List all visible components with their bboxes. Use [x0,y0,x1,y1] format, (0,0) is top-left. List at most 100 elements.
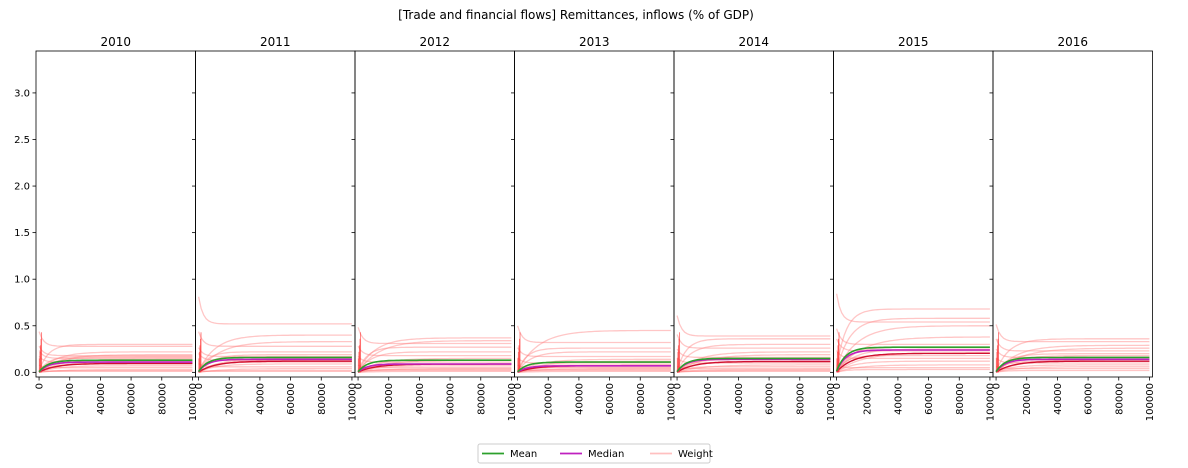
weight-line [517,347,671,372]
weight-line [357,368,512,373]
panel-frame [195,50,356,378]
mean-line [995,356,1150,373]
weight-line [676,315,831,337]
y-tick-label: 0.5 [14,321,30,332]
legend-label-weight: Weight [678,449,713,460]
legend-frame [477,443,711,464]
panels: 2010 0.0 0.5 1.0 1.5 2.0 2.5 3.0 0 20000 40000 6000… [14,35,1156,421]
x-tick-label: 80000 [795,383,806,415]
panel-frame [354,50,515,378]
y-tick-label: 2.5 [14,135,30,146]
chart-title: [Trade and financial flows] Remittances,… [398,8,754,22]
weight-line [836,325,990,372]
weight-line [357,365,512,373]
weight-line [995,354,1150,373]
weight-line [357,368,512,372]
weight-line [676,351,831,373]
weight-line [676,357,831,364]
weight-line [358,370,512,373]
weight-line [995,347,1150,373]
weight-line [517,366,671,373]
weight-line [198,334,352,372]
weight-line [198,353,352,373]
weight-line [517,347,671,358]
weight-line [835,328,990,346]
mean-line [676,357,831,373]
weight-line [676,338,831,371]
weight-line [197,331,352,347]
x-tick-label: 60000 [605,383,616,415]
legend-label-mean: Mean [510,449,537,460]
y-tick-label: 2.0 [14,182,30,193]
panel-frame [35,50,196,378]
x-tick-label: 60000 [127,383,138,415]
weight-line [357,351,512,372]
panel-title: 2011 [260,35,291,49]
x-tick-label: 40000 [415,383,426,415]
x-tick-label: 20000 [384,383,395,415]
x-tick-label: 40000 [574,383,585,415]
weight-line [39,370,193,373]
weight-line [38,364,193,369]
x-tick-label: 20000 [544,383,555,415]
weight-line [676,334,831,349]
x-tick-label: 40000 [96,383,107,415]
weight-line [835,293,990,323]
x-tick-label: 0 [992,383,1003,389]
plot-area [835,293,990,373]
x-tick-label: 40000 [893,383,904,415]
x-tick-label: 100000 [1145,383,1156,421]
plot-area [995,324,1150,373]
plot-area [38,331,193,373]
median-line [38,361,193,373]
weight-line [835,308,990,370]
weight-line [516,325,671,344]
x-tick-label: 60000 [765,383,776,415]
x-tick-label: 100000 [666,383,677,421]
panel-2015: 2015 0 20000 40000 60000 80000 100000 [830,35,996,421]
weight-line [38,369,193,373]
weight-line [995,338,1150,352]
mean-line [517,361,671,373]
weight-line [836,360,990,373]
weight-line [677,369,831,373]
weight-line [357,367,512,373]
weight-line [517,367,671,373]
legend: Mean Median Weight [477,443,713,464]
weight-line [995,344,1150,373]
x-tick-label: 0 [673,383,684,389]
x-tick-label: 0 [194,383,205,389]
weight-line [38,345,193,357]
panel-title: 2013 [579,35,610,49]
x-tick-label: 100000 [188,383,199,421]
panel-2010: 2010 0.0 0.5 1.0 1.5 2.0 2.5 3.0 0 20000 40000 6000… [14,35,199,421]
weight-line [836,368,990,373]
weight-line [38,354,193,373]
weight-line [357,345,512,357]
weight-line [198,369,352,373]
median-line [676,358,831,373]
panel-2011: 2011 0 20000 40000 60000 80000 100000 [192,35,358,421]
x-tick-label: 80000 [1114,383,1125,415]
median-line [517,364,671,373]
mean-line [197,356,352,373]
weight-line [517,351,671,372]
plot-area [516,325,671,373]
x-tick-label: 40000 [255,383,266,415]
weight-line [38,365,193,373]
weight-line [677,370,831,373]
x-tick-label: 20000 [1022,383,1033,415]
weight-line [357,346,512,372]
y-tick-label: 3.0 [14,88,30,99]
weight-line [198,363,352,373]
weight-line [198,363,352,368]
x-tick-label: 60000 [924,383,935,415]
x-tick-label: 80000 [476,383,487,415]
weight-line [357,340,512,372]
x-tick-label: 20000 [703,383,714,415]
panel-title: 2016 [1057,35,1088,49]
weight-line [38,331,193,347]
weight-line [517,368,671,373]
weight-line [995,360,1150,373]
panel-2016: 2016 0 20000 40000 60000 80000 100000 [989,35,1156,421]
